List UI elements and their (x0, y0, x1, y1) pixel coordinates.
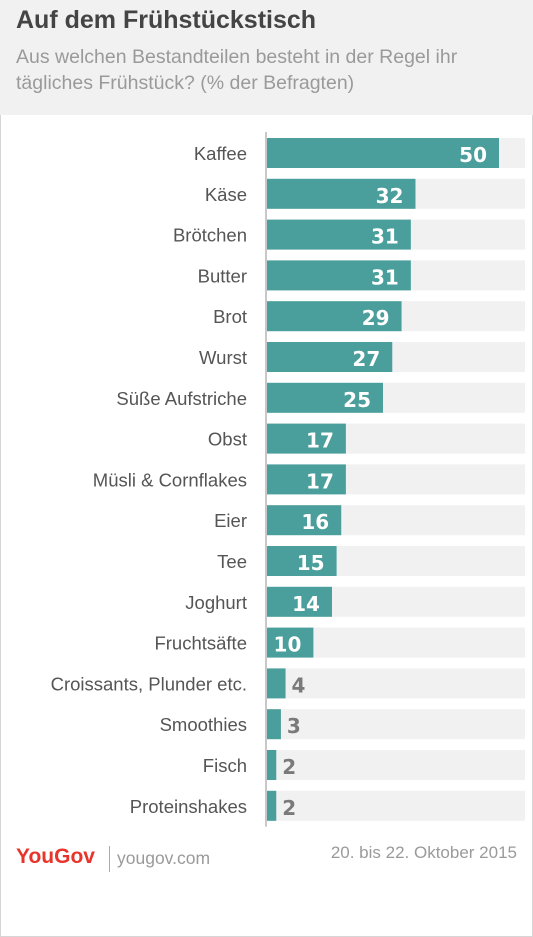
value-label: 15 (297, 551, 325, 575)
bar (267, 260, 411, 291)
bar (267, 138, 499, 168)
bar-track (267, 668, 525, 699)
category-label: Smoothies (160, 714, 247, 735)
bar-track (267, 750, 525, 780)
category-label: Wurst (199, 347, 247, 368)
value-label: 3 (287, 714, 301, 738)
category-label: Fisch (203, 755, 247, 776)
value-label: 27 (352, 347, 380, 371)
category-label: Croissants, Plunder etc. (51, 673, 247, 694)
bar (267, 790, 277, 821)
bar (267, 464, 346, 495)
bar (267, 546, 337, 576)
chart-subtitle: Aus welchen Bestandteilen besteht in der… (16, 46, 458, 94)
value-label: 4 (292, 673, 306, 697)
bar (267, 668, 286, 699)
category-label: Proteinshakes (130, 796, 247, 817)
category-label: Süße Aufstriche (116, 388, 247, 409)
category-label: Kaffee (194, 143, 247, 164)
bar (267, 709, 281, 740)
category-label: Brot (213, 306, 247, 327)
category-label: Brötchen (173, 225, 247, 246)
bar (267, 423, 346, 454)
value-label: 17 (306, 429, 334, 453)
bar-track (267, 790, 525, 821)
category-label: Eier (214, 510, 247, 531)
bar-track (267, 709, 525, 740)
bar (267, 382, 383, 413)
bar (267, 342, 393, 372)
value-label: 2 (282, 796, 296, 820)
category-label: Müsli & Cornflakes (93, 469, 247, 490)
bar (267, 750, 277, 780)
category-label: Käse (205, 184, 247, 205)
bar (267, 301, 402, 332)
category-label: Tee (217, 551, 247, 572)
bar (267, 178, 416, 209)
header: Auf dem Frühstückstisch Aus welchen Best… (0, 0, 533, 115)
value-label: 10 (274, 633, 302, 657)
category-label: Obst (208, 429, 247, 450)
value-label: 17 (306, 469, 334, 493)
category-label: Butter (198, 265, 247, 286)
value-label: 2 (282, 755, 296, 779)
value-label: 31 (371, 265, 399, 289)
survey-date: 20. bis 22. Oktober 2015 (330, 843, 517, 862)
value-label: 31 (371, 225, 399, 249)
footer-separator (109, 846, 110, 872)
category-label: Fruchtsäfte (154, 633, 247, 654)
bar (267, 219, 411, 250)
value-label: 14 (292, 592, 320, 616)
bar (267, 586, 332, 617)
bar (267, 505, 342, 536)
value-label: 32 (376, 184, 404, 208)
value-label: 16 (301, 510, 329, 534)
value-label: 25 (343, 388, 371, 412)
yougov-logo: YouGov (16, 845, 95, 868)
chart-title: Auf dem Frühstückstisch (16, 6, 317, 34)
value-label: 29 (362, 306, 390, 330)
footer-url: yougov.com (117, 848, 211, 868)
value-label: 50 (459, 143, 487, 167)
bar (267, 627, 314, 658)
category-label: Joghurt (185, 592, 247, 613)
